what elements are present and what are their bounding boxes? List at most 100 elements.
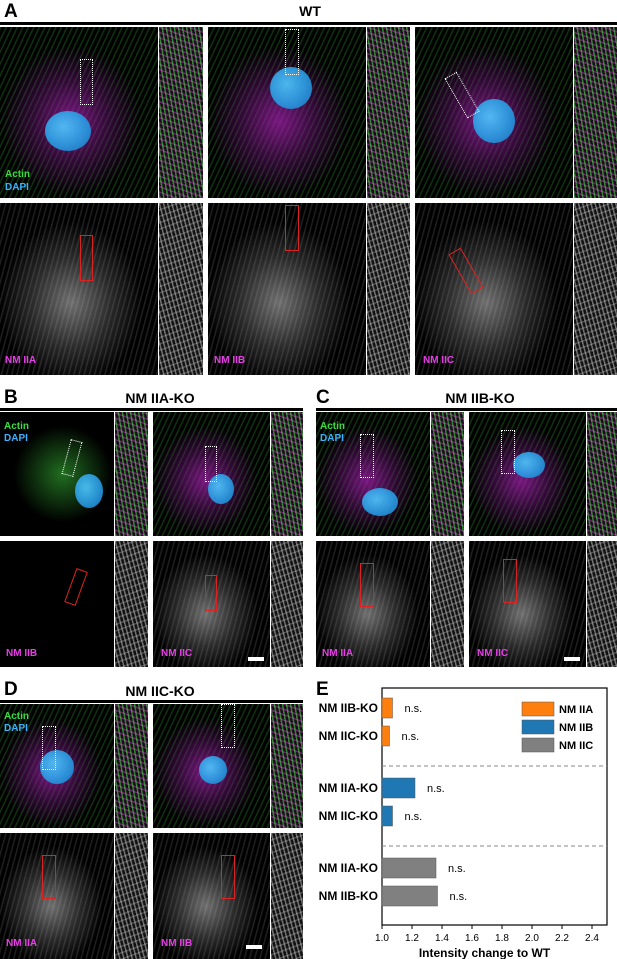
nucleus: [513, 452, 545, 478]
panel-letter-b: B: [4, 387, 18, 408]
bar-annotation: n.s.: [427, 783, 445, 795]
bar: [381, 697, 393, 719]
wt-nmiib-zoom: [367, 203, 410, 375]
nm-label: NM IIB: [6, 648, 38, 659]
wt-zoom-image-1: [159, 27, 203, 198]
bar: [381, 805, 393, 827]
iicko-zoom-image-1: [115, 704, 148, 828]
panel-b-rule: [0, 408, 303, 411]
roi-box: [205, 575, 217, 611]
panel-a-rule: [0, 22, 617, 25]
legend-swatch: [521, 701, 555, 717]
panel-letter-e: E: [316, 679, 329, 700]
iicko-zoom-image-2: [271, 704, 303, 828]
panel-letter-a: A: [4, 1, 18, 22]
x-tick-label: 1.8: [495, 933, 509, 944]
bar: [381, 725, 390, 747]
panel-c-title: NM IIB-KO: [445, 390, 515, 406]
scale-bar: [564, 657, 580, 661]
nucleus: [362, 488, 398, 516]
iicko-nmiib-zoom: [271, 833, 303, 959]
roi-box: [360, 563, 374, 607]
bar: [381, 777, 416, 799]
nm-label: NM IIB: [161, 938, 193, 949]
intensity-bar-chart: NM IIB-KO n.s. NM IIC-KO n.s. NM IIA-KO n.s. N…: [319, 687, 608, 959]
iiako-nmiic-image: NM IIC: [153, 541, 270, 667]
roi-box: [61, 439, 83, 477]
roi-box: [221, 704, 235, 748]
legend-label: NM IIA: [559, 704, 593, 716]
x-tick-label: 1.6: [465, 933, 479, 944]
wt-nmiic-zoom: [574, 203, 617, 375]
roi-box: [205, 446, 217, 482]
iibko-merge-image-1: Actin DAPI: [316, 412, 430, 536]
stain-actin-label: Actin: [4, 421, 29, 432]
nucleus: [208, 474, 234, 504]
stain-actin-label: Actin: [320, 421, 345, 432]
iibko-zoom-image-2: [587, 412, 617, 536]
wt-nmiib-image: NM IIB: [208, 203, 366, 375]
wt-merge-image-3: [415, 27, 573, 198]
iicko-nmiia-image: NM IIA: [0, 833, 114, 959]
panel-letter-d: D: [4, 679, 18, 700]
roi-box: [503, 559, 517, 603]
panel-b-title: NM IIA-KO: [125, 390, 195, 406]
nm-label: NM IIC: [423, 355, 455, 366]
legend-label: NM IIB: [559, 722, 593, 734]
stain-dapi-label: DAPI: [4, 723, 28, 734]
iicko-merge-image-2: [153, 704, 270, 828]
iicko-merge-image-1: Actin DAPI: [0, 704, 114, 828]
panel-letter-c: C: [316, 387, 330, 408]
iiako-nmiib-image: NM IIB: [0, 541, 114, 667]
wt-zoom-image-3: [574, 27, 617, 198]
nucleus: [199, 756, 227, 784]
iiako-zoom-image-1: [115, 412, 148, 536]
panel-d-rule: [0, 700, 303, 703]
stain-actin-label: Actin: [4, 711, 29, 722]
bar-category-label: NM IIA-KO: [319, 781, 378, 795]
scale-bar: [248, 657, 264, 661]
panel-c-rule: [316, 408, 617, 411]
nm-label: NM IIC: [161, 648, 193, 659]
scale-bar: [246, 945, 262, 949]
bar-category-label: NM IIC-KO: [319, 809, 378, 823]
wt-nmiic-image: NM IIC: [415, 203, 573, 375]
roi-box: [64, 568, 88, 606]
wt-nmiia-zoom: [159, 203, 203, 375]
nm-label: NM IIA: [5, 355, 37, 366]
iibko-nmiic-image: NM IIC: [469, 541, 586, 667]
x-tick-label: 2.0: [525, 933, 539, 944]
nucleus: [75, 474, 103, 508]
roi-box: [501, 430, 515, 474]
roi-box: [221, 855, 235, 899]
roi-box: [285, 29, 299, 75]
wt-merge-image-2: [208, 27, 366, 198]
x-axis-label: Intensity change to WT: [419, 946, 551, 959]
iiako-nmiib-zoom: [115, 541, 148, 667]
iibko-zoom-image-1: [431, 412, 464, 536]
iicko-nmiia-zoom: [115, 833, 148, 959]
nucleus: [45, 111, 91, 151]
x-tick-label: 1.2: [405, 933, 419, 944]
x-tick-label: 1.4: [435, 933, 449, 944]
nucleus: [40, 750, 74, 784]
bar-annotation: n.s.: [402, 731, 420, 743]
bar-category-label: NM IIC-KO: [319, 729, 378, 743]
roi-box: [444, 71, 480, 119]
roi-box: [42, 855, 56, 899]
panel-a-title: WT: [299, 3, 321, 19]
nm-label: NM IIC: [477, 648, 509, 659]
nm-label: NM IIA: [6, 938, 38, 949]
stain-dapi-label: DAPI: [4, 433, 28, 444]
bar-category-label: NM IIB-KO: [319, 701, 378, 715]
roi-box: [80, 59, 93, 105]
roi-box: [448, 247, 484, 295]
stain-dapi-label: DAPI: [5, 182, 29, 193]
iiako-merge-image-2: [153, 412, 270, 536]
stain-dapi-label: DAPI: [320, 433, 344, 444]
nm-label: NM IIA: [322, 648, 354, 659]
bar-annotation: n.s.: [405, 811, 423, 823]
wt-nmiia-image: NM IIA: [0, 203, 158, 375]
bar-category-label: NM IIA-KO: [319, 861, 378, 875]
nm-label: NM IIB: [214, 355, 246, 366]
